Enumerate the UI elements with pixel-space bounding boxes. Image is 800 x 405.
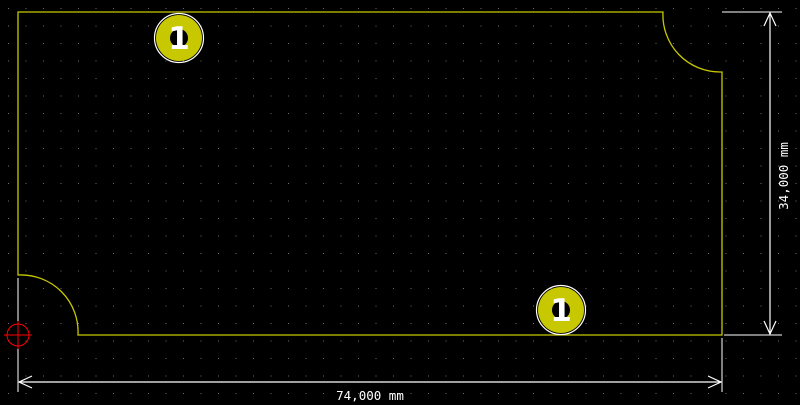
arrowhead-bottom (763, 320, 777, 336)
pad-drill-hole (170, 29, 188, 47)
horizontal-dimension[interactable]: 74,000 mm (17, 278, 723, 403)
horizontal-dimension-label: 74,000 mm (336, 388, 404, 403)
origin-crosshair-icon (4, 321, 32, 349)
vertical-dimension[interactable]: 34,000 mm (722, 11, 791, 336)
pad-top-left[interactable]: 1 (153, 12, 205, 64)
grid-dots (8, 8, 797, 394)
arrowhead-left (17, 375, 33, 389)
board-outline[interactable] (17, 11, 723, 336)
pad-bottom-right[interactable]: 1 (535, 284, 587, 336)
pad-number-label: 1 (168, 21, 190, 57)
arrowhead-right (707, 375, 723, 389)
pad-drill-hole (552, 301, 570, 319)
pad-ring (535, 284, 587, 336)
arrowhead-top (763, 11, 777, 27)
vertical-dimension-label: 34,000 mm (776, 142, 791, 210)
pad-ring (153, 12, 205, 64)
pad-number-label: 1 (550, 293, 572, 329)
